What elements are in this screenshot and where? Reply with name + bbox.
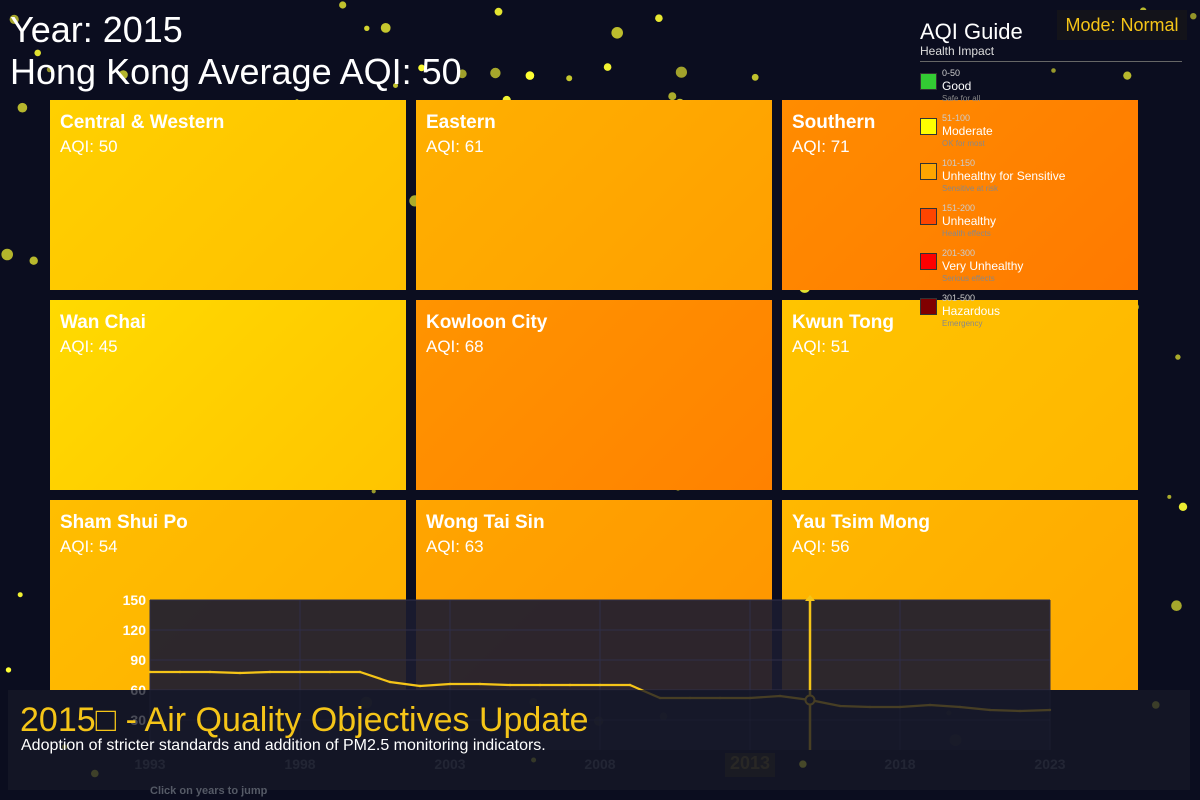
data-point bbox=[208, 670, 212, 674]
district-aqi: AQI: 45 bbox=[60, 337, 118, 356]
legend-range: 151-200 bbox=[942, 203, 976, 213]
data-point bbox=[298, 670, 302, 674]
legend-description: Serious effects bbox=[942, 274, 995, 283]
year-title: Year: 2015 bbox=[10, 9, 183, 50]
data-point bbox=[508, 683, 512, 687]
district-name: Wong Tai Sin bbox=[426, 512, 545, 533]
legend-category: Unhealthy bbox=[942, 214, 997, 228]
district-aqi: AQI: 56 bbox=[792, 537, 850, 556]
data-point bbox=[388, 680, 392, 684]
legend-title: AQI Guide bbox=[920, 19, 1023, 44]
legend-swatch bbox=[920, 208, 937, 225]
legend-category: Very Unhealthy bbox=[942, 259, 1024, 273]
data-point bbox=[418, 684, 422, 688]
legend-range: 101-150 bbox=[942, 158, 976, 168]
district-tile-kowloon-city[interactable]: Kowloon City AQI: 68 bbox=[416, 300, 772, 490]
legend-swatch bbox=[920, 73, 937, 90]
legend-item-hazardous: 301-500 Hazardous Emergency bbox=[920, 293, 1182, 333]
district-name: Wan Chai bbox=[60, 312, 146, 333]
y-tick-label: 150 bbox=[123, 592, 147, 608]
data-point bbox=[538, 683, 542, 687]
district-aqi: AQI: 71 bbox=[792, 137, 850, 156]
legend-item-moderate: 51-100 Moderate OK for most bbox=[920, 113, 1182, 153]
district-name: Sham Shui Po bbox=[60, 512, 188, 533]
legend-item-unhealthy: 151-200 Unhealthy Health effects bbox=[920, 203, 1182, 243]
event-panel: 2015□ - Air Quality Objectives Update Ad… bbox=[8, 690, 1190, 790]
data-point bbox=[568, 683, 572, 687]
legend-category: Hazardous bbox=[942, 304, 1001, 318]
district-name: Kwun Tong bbox=[792, 312, 895, 333]
district-tile-central-western[interactable]: Central & Western AQI: 50 bbox=[50, 100, 406, 290]
district-aqi: AQI: 63 bbox=[426, 537, 484, 556]
legend-swatch bbox=[920, 118, 937, 135]
timeline-hint: Click on years to jump bbox=[150, 785, 268, 797]
data-point bbox=[628, 683, 632, 687]
data-point bbox=[148, 670, 152, 674]
event-title: 2015□ - Air Quality Objectives Update bbox=[20, 701, 589, 739]
average-aqi-title: Hong Kong Average AQI: 50 bbox=[10, 51, 462, 92]
district-aqi: AQI: 61 bbox=[426, 137, 484, 156]
legend-category: Moderate bbox=[942, 124, 993, 138]
event-description: Adoption of stricter standards and addit… bbox=[21, 737, 546, 754]
legend-range: 301-500 bbox=[942, 293, 976, 303]
district-tile-southern[interactable]: Southern AQI: 71 bbox=[782, 100, 1138, 290]
data-point bbox=[178, 670, 182, 674]
y-tick-label: 120 bbox=[123, 622, 147, 638]
legend-subtitle: Health Impact bbox=[920, 44, 995, 58]
data-point bbox=[598, 683, 602, 687]
legend-description: Emergency bbox=[942, 319, 983, 328]
district-aqi: AQI: 50 bbox=[60, 137, 118, 156]
y-tick-label: 90 bbox=[130, 652, 146, 668]
district-tile-kwun-tong[interactable]: Kwun Tong AQI: 51 bbox=[782, 300, 1138, 490]
legend-item-good: 0-50 Good Safe for all bbox=[920, 68, 1182, 108]
legend-item-unhealthy-sensitive: 101-150 Unhealthy for Sensitive Sensitiv… bbox=[920, 158, 1182, 198]
legend-swatch bbox=[920, 253, 937, 270]
legend-description: Safe for all bbox=[942, 94, 981, 103]
district-name: Yau Tsim Mong bbox=[792, 512, 930, 533]
legend-range: 0-50 bbox=[942, 68, 961, 78]
data-point bbox=[328, 670, 332, 674]
district-name: Central & Western bbox=[60, 112, 225, 133]
selected-year-arrow bbox=[805, 595, 815, 601]
legend-swatch bbox=[920, 298, 937, 315]
legend-range: 201-300 bbox=[942, 248, 976, 258]
legend-category: Unhealthy for Sensitive bbox=[942, 169, 1066, 183]
data-point bbox=[358, 670, 362, 674]
legend-description: OK for most bbox=[942, 139, 985, 148]
district-aqi: AQI: 68 bbox=[426, 337, 484, 356]
data-point bbox=[268, 670, 272, 674]
district-aqi: AQI: 51 bbox=[792, 337, 850, 356]
legend-range: 51-100 bbox=[942, 113, 971, 123]
district-name: Eastern bbox=[426, 112, 496, 133]
aqi-legend: AQI Guide Health Impact 0-50 Good Safe f… bbox=[920, 19, 1182, 328]
data-point bbox=[238, 671, 242, 675]
district-tile-eastern[interactable]: Eastern AQI: 61 bbox=[416, 100, 772, 290]
legend-swatch bbox=[920, 163, 937, 180]
legend-item-very-unhealthy: 201-300 Very Unhealthy Serious effects bbox=[920, 248, 1182, 288]
district-aqi: AQI: 54 bbox=[60, 537, 118, 556]
legend-description: Sensitive at risk bbox=[942, 184, 999, 193]
mode-toggle-button[interactable]: Mode: Normal bbox=[1057, 10, 1187, 40]
district-name: Kowloon City bbox=[426, 312, 548, 333]
district-tile-wan-chai[interactable]: Wan Chai AQI: 45 bbox=[50, 300, 406, 490]
district-name: Southern bbox=[792, 112, 876, 133]
data-point bbox=[478, 682, 482, 686]
legend-category: Good bbox=[942, 79, 972, 93]
legend-description: Health effects bbox=[942, 229, 991, 238]
data-point bbox=[448, 682, 452, 686]
legend-divider bbox=[920, 61, 1182, 62]
